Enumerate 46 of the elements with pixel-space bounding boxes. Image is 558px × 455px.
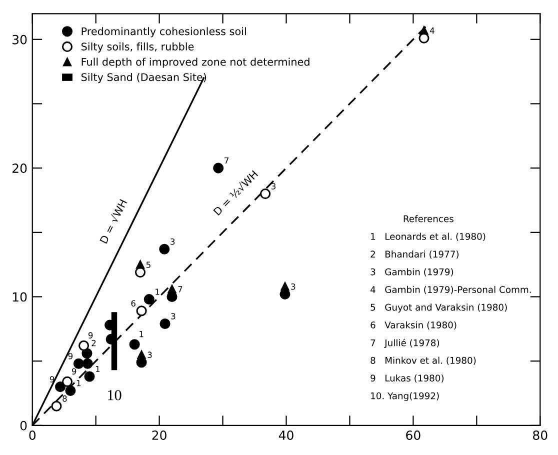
annotation: 3: [171, 313, 176, 320]
annotation: 3: [272, 183, 276, 190]
text: D = √WH: [98, 198, 128, 244]
annotation: 9 Lukas (1980): [370, 374, 444, 383]
annotation: 10. Yang(1992): [371, 392, 439, 402]
annotation: 5 Guyot and Varaksin (1980): [370, 304, 507, 313]
annotation: 7 Jullié (1978): [370, 338, 440, 348]
annotation: References: [404, 215, 454, 222]
annotation: 1 Leonards et al. (1980): [371, 232, 486, 241]
x-tick-label: 40: [278, 430, 294, 440]
legend-label: Full depth of improved zone not determined: [82, 58, 310, 68]
x-tick-label: 0: [29, 430, 36, 440]
annotation: 2: [92, 340, 96, 346]
y-tick-label: 0: [20, 420, 27, 430]
x-tick-label: 60: [406, 430, 420, 440]
legend-label: Predominantly cohesionless soil: [82, 27, 246, 38]
annotation: 6: [131, 300, 136, 307]
annotation: 8: [62, 395, 67, 402]
annotation: 2 Bhandari (1977): [370, 250, 458, 259]
x-tick-label: 20: [152, 430, 166, 440]
annotation: 7: [224, 157, 228, 164]
annotation: 7: [178, 286, 182, 292]
annotation: 9: [68, 352, 73, 360]
x-tick-label: 80: [533, 430, 548, 440]
y-tick-label: 30: [12, 34, 27, 44]
annotation: 8 Minkov et al. (1980): [370, 356, 476, 365]
annotation: 4 Gambin (1979)-Personal Comm.: [370, 286, 531, 294]
annotation: 4: [430, 28, 434, 34]
annotation: 3 Gambin (1979): [370, 268, 454, 276]
y-tick-label: 10: [12, 292, 27, 302]
annotation: 5: [146, 262, 150, 268]
annotation: 9: [50, 376, 54, 382]
annotation: 1: [76, 380, 81, 386]
annotation: 1: [140, 330, 144, 338]
annotation: 3: [170, 238, 175, 245]
annotation: 10: [108, 390, 122, 400]
annotation: 1: [156, 288, 160, 295]
y-tick-label: 20: [12, 164, 27, 173]
legend-label: Silty Sand (Daesan Site): [81, 73, 206, 84]
annotation: 9: [88, 332, 93, 338]
legend-label: Silty soils, fills, rubble: [81, 42, 194, 53]
annotation: 9: [72, 368, 76, 375]
annotation: 3: [291, 283, 296, 290]
annotation: 3: [148, 352, 152, 358]
annotation: 6 Varaksin (1980): [370, 321, 456, 330]
annotation: 1: [96, 366, 100, 372]
